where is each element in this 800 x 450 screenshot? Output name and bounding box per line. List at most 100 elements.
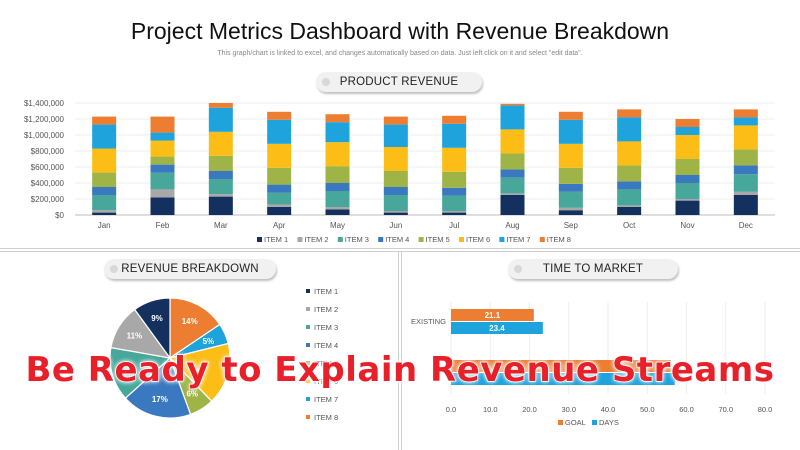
bar-segment [617, 165, 642, 182]
legend-label: ITEM 3 [345, 235, 369, 244]
bar-segment [617, 207, 642, 215]
legend-label: ITEM 1 [314, 287, 338, 296]
bar-segment [383, 124, 408, 147]
bar-segment [267, 111, 292, 120]
legend-label: ITEM 1 [264, 235, 288, 244]
bar-segment [208, 179, 233, 195]
x-tick-label: Aug [505, 221, 519, 230]
pie-data-label: 6% [186, 390, 198, 399]
bar-segment [150, 197, 175, 215]
bar-segment [617, 109, 642, 118]
bar-segment [442, 195, 467, 211]
bar-segment [208, 194, 233, 197]
legend-swatch [418, 237, 424, 242]
bar-segment [617, 205, 642, 207]
bar-segment [383, 195, 408, 211]
bar-segment [325, 209, 350, 215]
legend-swatch [297, 237, 303, 242]
bar-segment [733, 165, 758, 175]
y-category-label: EXISTING [411, 317, 446, 326]
revenue-breakdown-chart[interactable]: 14% 5% 6% 17% 11% 9% ITEM 1 ITEM 2 ITEM 3 ITEM 4 I… [0, 282, 398, 450]
bar-segment [500, 153, 525, 170]
legend-label: ITEM 7 [506, 235, 530, 244]
hbar [451, 309, 534, 321]
bar-segment [92, 172, 117, 187]
x-tick-label: May [330, 221, 345, 230]
header-dot-icon [322, 78, 330, 86]
bar-segment [500, 103, 525, 106]
bar-segment [558, 119, 583, 144]
bar-segment [500, 195, 525, 215]
bar-segment [500, 169, 525, 178]
hbar [451, 322, 543, 334]
time-to-market-chart[interactable]: 0.0 10.0 20.0 30.0 40.0 50.0 60.0 70.0 80.0 21.1 2… [402, 282, 800, 450]
bar-segment [675, 183, 700, 199]
bar-segment [558, 183, 583, 192]
bar-segment [150, 132, 175, 141]
bar-segment [675, 199, 700, 201]
bar-segment [208, 131, 233, 156]
legend-swatch [306, 343, 310, 347]
page-title: Project Metrics Dashboard with Revenue B… [130, 18, 670, 44]
bar-segment [267, 143, 292, 168]
x-tick-label: 50.0 [640, 405, 655, 414]
bar-segment [383, 147, 408, 171]
bar-segment [617, 181, 642, 190]
legend-label: ITEM 3 [314, 323, 338, 332]
bar-segment [325, 114, 350, 123]
bar-segment [383, 212, 408, 215]
bar-segment [500, 177, 525, 194]
x-tick-label: Jun [389, 221, 402, 230]
x-tick-label: Jul [449, 221, 459, 230]
bar-segment [617, 141, 642, 166]
bar-segment [267, 207, 292, 215]
header-dot-icon [514, 265, 522, 273]
time-to-market-header: TIME TO MARKET [508, 259, 678, 279]
bar-segment [325, 122, 350, 143]
legend-label: ITEM 8 [314, 413, 338, 422]
section-divider-vertical-2 [401, 252, 402, 450]
pie-data-label: 17% [152, 395, 168, 404]
x-tick-label: 80.0 [758, 405, 773, 414]
x-tick-label: Mar [214, 221, 228, 230]
bar-segment [325, 166, 350, 183]
bar-segment [675, 159, 700, 175]
legend-swatch [257, 237, 262, 242]
bar-segment [325, 191, 350, 207]
x-tick-label: 70.0 [718, 405, 733, 414]
x-tick-label: 0.0 [446, 405, 456, 414]
hbar-data-label: 21.1 [485, 311, 501, 320]
legend-label: ITEM 4 [314, 341, 338, 350]
bar-segment [733, 125, 758, 150]
bar-segment [208, 107, 233, 132]
hbar [451, 360, 671, 372]
bar-segment [733, 191, 758, 195]
bar-segment [92, 212, 117, 215]
product-revenue-title: PRODUCT REVENUE [339, 76, 459, 88]
legend-swatch [592, 420, 597, 425]
bar-segment [442, 212, 467, 215]
y-tick-label: $600,000 [31, 163, 65, 172]
bar-segment [150, 172, 175, 190]
pie-data-label: 14% [182, 317, 198, 326]
bar-segment [558, 210, 583, 215]
section-divider-top [0, 248, 800, 249]
bar-segment [267, 192, 292, 205]
bar-segment [150, 164, 175, 173]
pie-slice [124, 356, 192, 419]
bar-segment [267, 184, 292, 193]
revenue-breakdown-header: REVENUE BREAKDOWN [104, 259, 276, 279]
bar-segment [617, 189, 642, 206]
x-tick-label: 30.0 [561, 405, 576, 414]
legend-label: DAYS [599, 418, 619, 427]
bar-segment [208, 103, 233, 108]
bar-segment [150, 116, 175, 133]
header-dot-icon [110, 265, 118, 273]
x-tick-label: Dec [739, 221, 753, 230]
bar-segment [267, 204, 292, 207]
legend-swatch [499, 237, 505, 242]
bar-segment [558, 207, 583, 211]
bar-segment [92, 124, 117, 149]
product-revenue-chart[interactable]: $0 $200,000 $400,000 $600,000 $800,000 $1,000… [0, 94, 800, 250]
time-to-market-title: TIME TO MARKET [542, 263, 644, 275]
